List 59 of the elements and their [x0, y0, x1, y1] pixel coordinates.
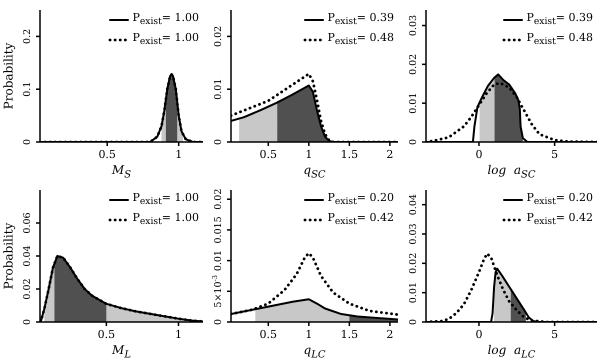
x-tick-label: 0 [475, 148, 482, 161]
x-tick-label: 0.5 [98, 328, 116, 341]
x-tick-label: 0 [475, 328, 482, 341]
x-axis-title: log a$_{LC}$ [486, 342, 536, 360]
legend-label: P$_{exist}$= 0.20 [526, 190, 593, 210]
x-axis-title: q$_{SC}$ [302, 162, 327, 180]
y-tick-label: 0.1 [22, 82, 33, 97]
x-tick-label: 0.5 [98, 148, 116, 161]
y-tick-label: 0.01 [213, 250, 224, 272]
y-tick-label: 0.02 [408, 252, 419, 274]
x-axis-title: q$_{LC}$ [302, 342, 326, 360]
x-axis-title: M$_{S}$ [110, 162, 132, 180]
x-axis-title: M$_{L}$ [110, 342, 132, 360]
y-axis-title: Probability [1, 42, 16, 110]
y-tick-label: 0.015 [213, 216, 224, 244]
x-tick-label: 0.5 [260, 328, 278, 341]
y-tick-label: 0 [408, 318, 419, 326]
x-tick-label: 2 [386, 328, 394, 341]
y-tick-label: 0 [22, 318, 33, 326]
y-tick-label: 0 [213, 318, 224, 326]
legend-label: P$_{exist}$= 0.48 [526, 30, 593, 50]
legend-label: P$_{exist}$= 0.42 [526, 210, 593, 230]
y-tick-label: 0.06 [22, 212, 33, 234]
y-tick-label: 0.02 [408, 54, 419, 75]
legend-label: P$_{exist}$= 0.48 [327, 30, 394, 50]
x-tick-label: 5 [551, 148, 558, 161]
y-tick-label: 0.02 [22, 278, 33, 300]
legend-label: P$_{exist}$= 0.39 [327, 10, 394, 30]
y-tick-label: 0.01 [213, 78, 224, 100]
x-tick-label: 2 [386, 148, 394, 161]
legend-label: P$_{exist}$= 0.20 [327, 190, 394, 210]
x-tick-label: 1.5 [340, 328, 358, 341]
y-tick-label: 0.03 [408, 14, 419, 36]
y-tick-label: 0 [22, 138, 33, 146]
y-tick-label: 0.02 [213, 188, 224, 210]
x-axis-title: log a$_{SC}$ [486, 162, 537, 180]
y-tick-label: 0.04 [408, 194, 419, 216]
legend-label: P$_{exist}$= 0.39 [526, 10, 593, 30]
legend-label: P$_{exist}$= 1.00 [132, 210, 199, 230]
y-tick-label: 0.01 [408, 282, 419, 304]
x-tick-label: 1 [175, 148, 182, 161]
x-tick-label: 1 [174, 328, 182, 341]
legend-label: P$_{exist}$= 1.00 [132, 10, 199, 30]
legend-label: P$_{exist}$= 1.00 [132, 190, 199, 210]
y-tick-label: 0 [408, 138, 419, 146]
x-tick-label: 1 [305, 328, 312, 341]
y-tick-label: 0.2 [22, 28, 33, 44]
x-tick-label: 1 [305, 148, 312, 161]
y-tick-label: 0.04 [22, 245, 33, 267]
x-tick-label: 0.5 [260, 148, 278, 161]
y-tick-label: 0.03 [408, 223, 419, 245]
x-tick-label: 5 [551, 328, 558, 341]
y-axis-title: Probability [1, 222, 16, 290]
y-tick-label: 0.01 [408, 92, 419, 114]
y-tick-label: 0.02 [213, 26, 224, 47]
legend-label: P$_{exist}$= 0.42 [327, 210, 394, 230]
x-tick-label: 1.5 [340, 148, 358, 161]
legend-label: P$_{exist}$= 1.00 [132, 30, 199, 50]
y-tick-label: 0 [213, 138, 224, 146]
